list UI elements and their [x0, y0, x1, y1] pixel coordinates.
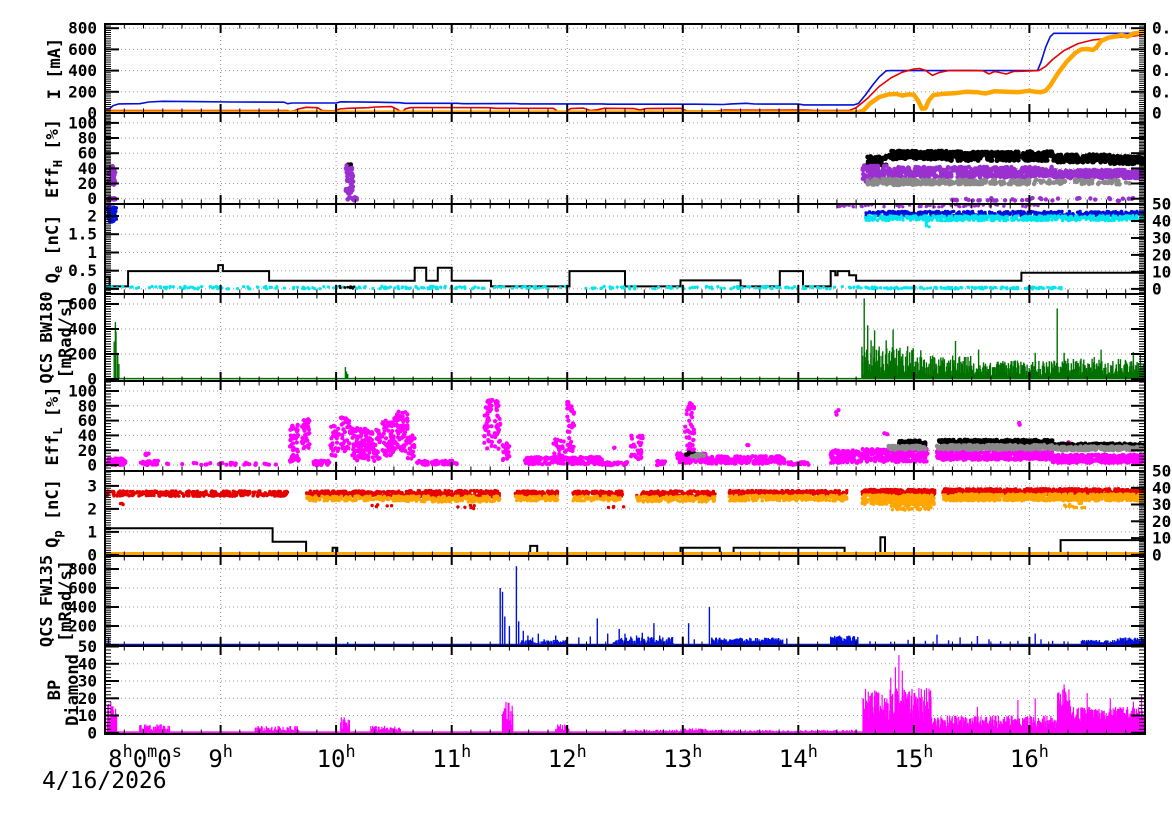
- axis-title: EffH [%]: [43, 119, 65, 198]
- axis-title: BP: [45, 680, 65, 700]
- svg-text:30: 30: [1152, 229, 1171, 248]
- svg-text:2: 2: [87, 207, 97, 226]
- svg-text:0.3: 0.3: [1152, 40, 1172, 59]
- axis-title: [mRad/s]: [56, 560, 76, 642]
- svg-text:200: 200: [68, 82, 97, 101]
- svg-text:0.1: 0.1: [1152, 82, 1172, 101]
- svg-text:0: 0: [1152, 104, 1162, 123]
- svg-text:20: 20: [1152, 245, 1171, 264]
- date-label: 4/16/2026: [42, 768, 167, 794]
- svg-text:600: 600: [68, 40, 97, 59]
- svg-text:0.2: 0.2: [1152, 61, 1172, 80]
- svg-text:10: 10: [1152, 262, 1171, 281]
- axis-title: [mRad/s]: [56, 297, 76, 379]
- svg-text:0.5: 0.5: [68, 261, 97, 280]
- axis-title: QCS FW135: [40, 555, 57, 647]
- svg-text:800: 800: [68, 19, 97, 38]
- axis-title: I [mA]: [45, 38, 65, 99]
- svg-text:1.5: 1.5: [68, 225, 97, 244]
- svg-text:400: 400: [68, 61, 97, 80]
- axis-title: Diamond: [63, 654, 83, 726]
- axis-title: QCS BW180: [40, 291, 57, 383]
- svg-text:50: 50: [1152, 195, 1171, 214]
- svg-text:0.4: 0.4: [1152, 19, 1172, 38]
- svg-text:40: 40: [1152, 212, 1171, 231]
- svg-text:1: 1: [87, 243, 97, 262]
- svg-text:100: 100: [68, 113, 97, 132]
- axis-title: EffL [%]: [43, 386, 65, 465]
- svg-text:0: 0: [1152, 279, 1162, 298]
